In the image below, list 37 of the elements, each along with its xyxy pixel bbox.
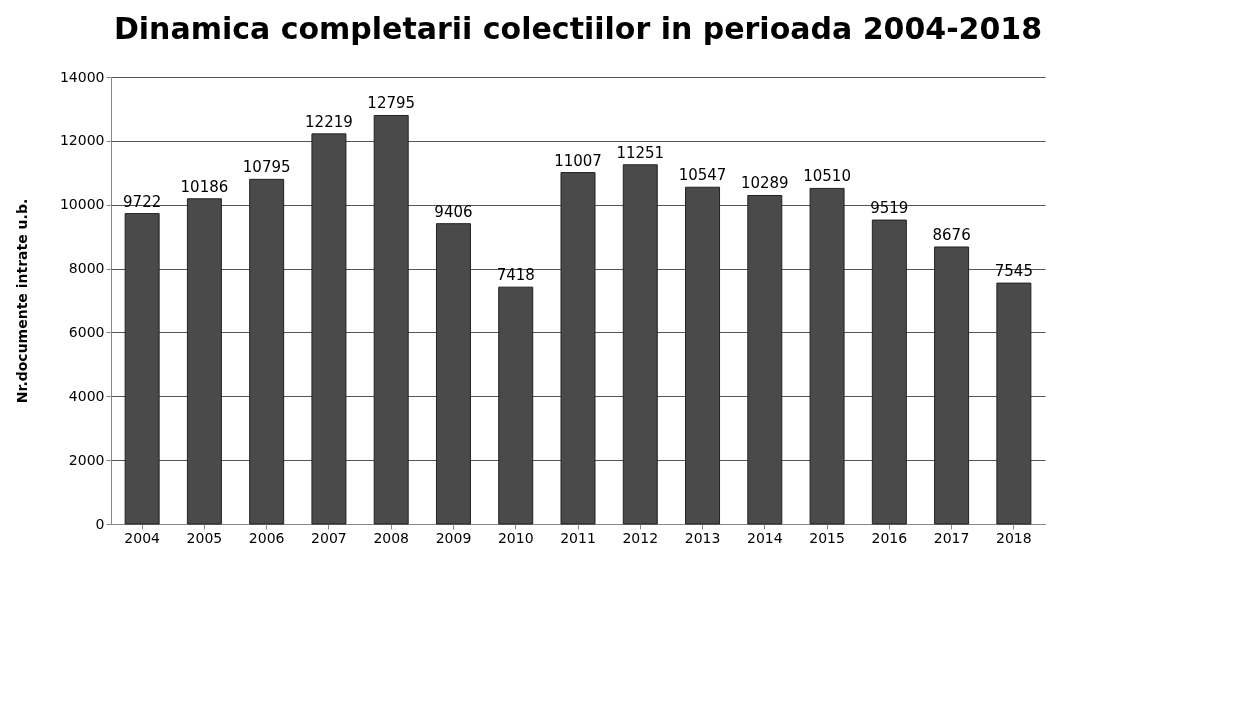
- x-tick-label: 2011: [560, 529, 596, 546]
- x-tick-label: 2005: [186, 529, 223, 546]
- x-tick-label: 2016: [871, 529, 908, 546]
- x-tick-label: 2007: [311, 529, 347, 546]
- x-tick-label: 2015: [809, 529, 845, 546]
- y-tick-label: 6000: [68, 323, 105, 340]
- y-tick-label: 8000: [68, 260, 105, 277]
- data-label: 12795: [367, 94, 416, 113]
- data-label: 10795: [242, 158, 291, 177]
- data-label: 11251: [616, 143, 665, 162]
- x-tick-label: 2013: [684, 529, 721, 546]
- y-tick-label: 0: [95, 515, 105, 532]
- data-label: 10510: [803, 167, 851, 186]
- data-label: 8676: [932, 225, 971, 244]
- data-label: 9406: [434, 202, 473, 221]
- x-tick-label: 2010: [497, 529, 534, 546]
- y-tick-label: 14000: [59, 68, 105, 85]
- y-tick-label: 10000: [59, 196, 105, 213]
- x-tick-label: 2017: [933, 529, 970, 546]
- chart-title: Dinamica completarii colectiilor in perioada 2004-2018: [113, 11, 1043, 46]
- x-tick-label: 2008: [373, 529, 410, 546]
- y-tick-label: 12000: [59, 132, 105, 149]
- data-label: 12219: [305, 112, 353, 131]
- data-label: 10186: [180, 177, 229, 196]
- x-tick-label: 2006: [248, 529, 285, 546]
- y-tick-label: 2000: [68, 451, 105, 468]
- x-tick-label: 2009: [435, 529, 472, 546]
- data-label: 7418: [496, 266, 535, 285]
- x-tick-label: 2012: [622, 529, 659, 546]
- x-tick-label: 2004: [124, 529, 161, 546]
- y-axis-title: Nr.documente intrate u.b.: [13, 198, 30, 404]
- x-tick-label: 2018: [996, 529, 1032, 546]
- data-label: 10289: [740, 174, 789, 193]
- x-tick-label: 2014: [746, 529, 783, 546]
- data-label: 11007: [554, 151, 602, 170]
- data-label: 10547: [678, 166, 727, 185]
- y-tick-label: 4000: [68, 387, 105, 404]
